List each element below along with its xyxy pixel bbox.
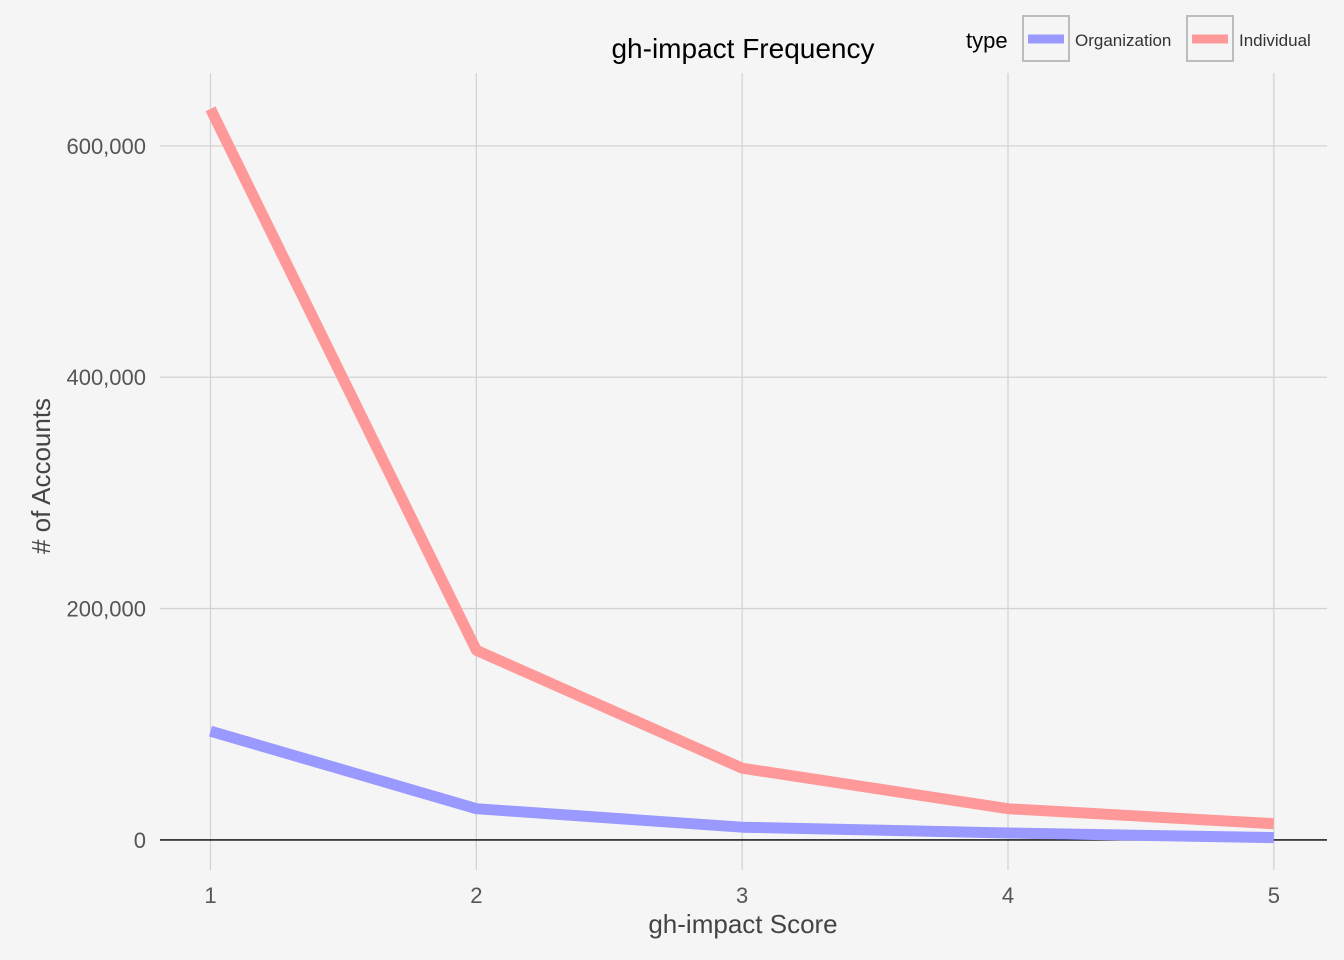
series-lines <box>205 106 1275 844</box>
legend-label-organization: Organization <box>1075 31 1171 50</box>
y-tick-label: 400,000 <box>66 365 146 390</box>
legend-label-individual: Individual <box>1239 31 1311 50</box>
y-tick-label: 200,000 <box>66 597 146 622</box>
legend-key-box <box>1186 15 1234 62</box>
legend-item-individual: Individual <box>1186 15 1311 62</box>
x-tick-label: 3 <box>736 883 748 908</box>
series-line-individual <box>205 106 1275 830</box>
gridlines <box>160 73 1327 870</box>
y-tick-label: 600,000 <box>66 134 146 159</box>
series-line-organization <box>208 725 1274 844</box>
legend: type Organization Individual <box>966 15 1311 62</box>
x-axis-title: gh-impact Score <box>648 909 837 939</box>
y-axis-title: # of Accounts <box>26 398 56 554</box>
legend-key-box <box>1022 15 1070 62</box>
legend-item-organization: Organization <box>1022 15 1171 62</box>
x-tick-label: 4 <box>1002 883 1014 908</box>
chart-title: gh-impact Frequency <box>611 33 874 64</box>
x-tick-label: 5 <box>1268 883 1280 908</box>
x-tick-label: 1 <box>204 883 216 908</box>
legend-title: type <box>966 28 1008 53</box>
y-tick-label: 0 <box>134 828 146 853</box>
y-axis-ticks: 0 200,000 400,000 600,000 <box>66 134 146 853</box>
x-tick-label: 2 <box>470 883 482 908</box>
x-axis-ticks: 1 2 3 4 5 <box>204 883 1280 908</box>
